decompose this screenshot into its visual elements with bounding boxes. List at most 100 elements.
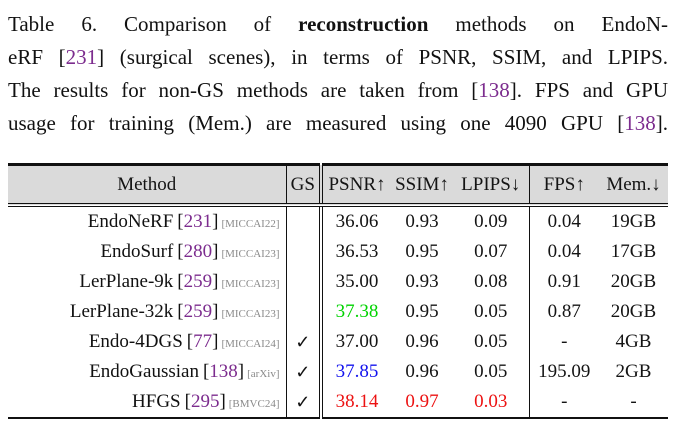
psnr-cell: 36.53: [319, 237, 391, 267]
col-header-fps: FPS↑: [528, 164, 599, 207]
method-cell: EndoNeRF [231] [MICCAI22]: [8, 205, 286, 237]
psnr-cell: 37.38: [319, 297, 391, 327]
caption-text: Table 6. Comparison of: [8, 12, 299, 36]
table-row: EndoNeRF [231] [MICCAI22] 36.06 0.93 0.09 …: [8, 205, 668, 237]
ssim-cell: 0.96: [405, 361, 439, 382]
bracket: [: [177, 271, 184, 292]
citation-link[interactable]: 138: [209, 361, 238, 382]
table-caption: Table 6. Comparison of reconstruction me…: [8, 8, 668, 140]
citation: [77]: [187, 331, 219, 352]
mem-cell: 4GB: [615, 331, 652, 352]
fps-cell: 195.09: [528, 357, 599, 387]
psnr-cell: 35.00: [319, 267, 391, 297]
mem-cell: 17GB: [610, 241, 657, 262]
citation-link[interactable]: 280: [183, 241, 213, 262]
col-header-mem: Mem.↓: [599, 164, 668, 207]
caption-line-4: usage for training (Mem.) are measured u…: [8, 107, 668, 140]
ssim-cell: 0.93: [405, 271, 439, 292]
col-header-method: Method: [8, 164, 286, 207]
venue-tag: [MICCAI22]: [221, 218, 280, 230]
citation-link[interactable]: 231: [183, 211, 213, 232]
psnr-cell: 37.85: [319, 357, 391, 387]
lpips-cell: 0.03: [453, 387, 529, 419]
method-name: Endo-4DGS: [88, 331, 183, 352]
fps-cell: 0.91: [528, 267, 599, 297]
citation-link[interactable]: 138: [478, 78, 510, 102]
citation-link[interactable]: 295: [190, 391, 220, 412]
method-cell: Endo-4DGS [77] [MICCAI24]: [8, 327, 286, 357]
table-row: EndoGaussian [138] [arXiv] ✓ 37.85 0.96 0.…: [8, 357, 668, 387]
table-row: LerPlane-9k [259] [MICCAI23] 35.00 0.93 0.…: [8, 267, 668, 297]
caption-line-3: The results for non-GS methods are taken…: [8, 74, 668, 107]
ssim-cell: 0.93: [405, 211, 439, 232]
gs-cell: [285, 205, 321, 237]
gs-checkmark: ✓: [285, 327, 321, 357]
bracket: ]: [212, 241, 219, 262]
method-cell: LerPlane-32k [259] [MICCAI23]: [8, 297, 286, 327]
caption-text: ]. FPS and GPU: [509, 78, 668, 102]
bracket: [: [177, 241, 184, 262]
citation-link[interactable]: 259: [183, 271, 213, 292]
bracket: [: [177, 211, 184, 232]
venue-tag: [MICCAI23]: [221, 278, 280, 290]
lpips-cell: 0.05: [474, 361, 508, 382]
table-header-row: Method GS PSNR↑ SSIM↑ LPIPS↓ FPS↑ Mem.↓: [8, 164, 668, 207]
venue-tag: [BMVC24]: [228, 398, 280, 410]
method-cell: EndoSurf [280] [MICCAI23]: [8, 237, 286, 267]
method-cell: LerPlane-9k [259] [MICCAI23]: [8, 267, 286, 297]
col-header-lpips: LPIPS↓: [453, 164, 529, 207]
psnr-cell: 37.00: [319, 327, 391, 357]
table-row: EndoSurf [280] [MICCAI23] 36.53 0.95 0.07 …: [8, 237, 668, 267]
citation: [295]: [185, 391, 226, 412]
bracket: ]: [237, 361, 245, 382]
venue-tag: [MICCAI23]: [221, 308, 280, 320]
ssim-cell: 0.95: [405, 241, 439, 262]
fps-cell: -: [528, 387, 599, 419]
citation-link[interactable]: 77: [193, 331, 213, 352]
citation: [259]: [177, 301, 218, 322]
caption-text: The results for non-GS methods are taken…: [8, 78, 479, 102]
caption-line-1: Table 6. Comparison of reconstruction me…: [8, 8, 668, 41]
lpips-cell: 0.05: [474, 331, 508, 352]
mem-cell: 20GB: [610, 271, 657, 292]
ssim-cell: 0.95: [405, 301, 439, 322]
table-row: LerPlane-32k [259] [MICCAI23] 37.38 0.95 0…: [8, 297, 668, 327]
citation-link[interactable]: 259: [183, 301, 213, 322]
caption-line-2: eRF [231] (surgical scenes), in terms of…: [8, 41, 668, 74]
method-name: HFGS: [132, 391, 181, 412]
ssim-cell: 0.97: [391, 387, 453, 419]
caption-bold-text: reconstruction: [298, 12, 429, 36]
mem-cell: 19GB: [610, 211, 657, 232]
lpips-cell: 0.07: [474, 241, 508, 262]
citation: [280]: [177, 241, 218, 262]
caption-text: eRF [: [8, 45, 66, 69]
gs-checkmark: ✓: [285, 357, 321, 387]
caption-text: ].: [655, 111, 668, 135]
caption-text: ] (surgical scenes), in terms of PSNR, S…: [97, 45, 668, 69]
bracket: [: [177, 301, 184, 322]
psnr-cell: 36.06: [319, 205, 391, 237]
col-header-psnr: PSNR↑: [319, 164, 391, 207]
citation-link[interactable]: 138: [624, 111, 656, 135]
bracket: ]: [219, 391, 226, 412]
method-name: EndoSurf: [100, 241, 174, 262]
caption-text: methods on EndoN-: [428, 12, 668, 36]
table-row: Endo-4DGS [77] [MICCAI24] ✓ 37.00 0.96 0.0…: [8, 327, 668, 357]
method-cell: EndoGaussian [138] [arXiv]: [8, 357, 286, 387]
citation-link[interactable]: 231: [65, 45, 98, 69]
method-name: LerPlane-9k: [79, 271, 174, 292]
lpips-cell: 0.09: [474, 211, 508, 232]
mem-cell: -: [599, 387, 668, 419]
venue-tag: [MICCAI24]: [221, 338, 280, 350]
mem-cell: 2GB: [615, 361, 652, 382]
comparison-table: Method GS PSNR↑ SSIM↑ LPIPS↓ FPS↑ Mem.↓ …: [8, 163, 668, 419]
gs-cell: [285, 297, 321, 327]
bracket: ]: [212, 271, 219, 292]
fps-cell: 0.04: [528, 237, 599, 267]
lpips-cell: 0.05: [474, 301, 508, 322]
bracket: [: [184, 391, 191, 412]
gs-checkmark: ✓: [285, 387, 321, 419]
method-name: EndoGaussian: [89, 361, 199, 382]
col-header-gs: GS: [285, 164, 321, 207]
